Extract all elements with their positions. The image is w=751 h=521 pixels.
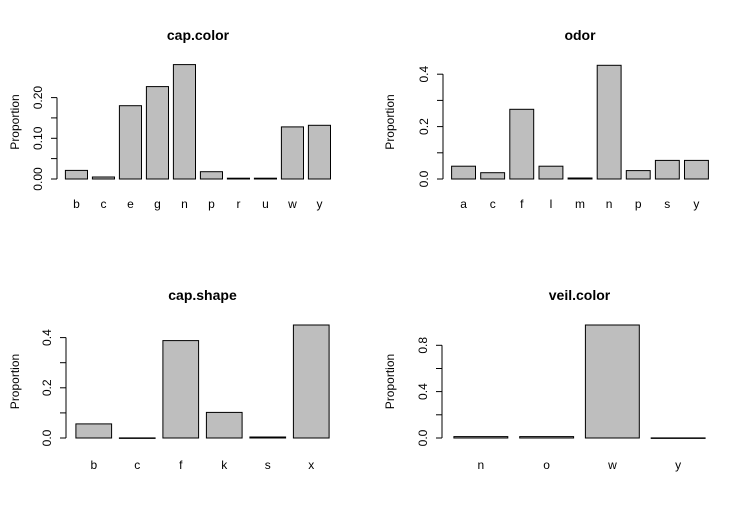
- bar-f: [162, 340, 200, 439]
- y-tick-label: 0.2: [40, 379, 54, 396]
- bar-p: [625, 170, 651, 180]
- bar-p: [199, 171, 223, 180]
- y-axis-label: Proportion: [8, 354, 22, 409]
- y-tick-label: 0.0: [417, 170, 431, 187]
- x-tick-label: u: [262, 197, 269, 211]
- bar-x: [292, 324, 330, 439]
- bar-b: [64, 169, 89, 180]
- bar-y: [650, 437, 706, 439]
- y-tick-label: 0.2: [417, 118, 431, 135]
- x-tick-label: y: [675, 458, 681, 472]
- y-tick-label: 0.4: [417, 66, 431, 83]
- x-tick-label: n: [181, 197, 188, 211]
- bar-o: [519, 436, 575, 439]
- x-tick-label: c: [134, 458, 140, 472]
- x-tick-label: p: [208, 197, 215, 211]
- x-tick-label: l: [550, 197, 553, 211]
- bar-l: [538, 165, 564, 180]
- chart-panel-veil-color: veil.color Proportion n o w y 0.0 0.4 0.8: [383, 287, 706, 472]
- chart-title: veil.color: [549, 287, 611, 303]
- bar-a: [451, 165, 477, 180]
- x-tick-label: g: [154, 197, 161, 211]
- x-tick-label: y: [693, 197, 699, 211]
- x-tick-label: n: [606, 197, 613, 211]
- x-tick-label: p: [635, 197, 642, 211]
- x-tick-label: y: [317, 197, 323, 211]
- x-tick-label: s: [265, 458, 271, 472]
- bar-c: [118, 437, 156, 439]
- bar-s: [654, 159, 680, 180]
- bar-r: [226, 177, 250, 180]
- y-tick-label: 0.00: [31, 167, 45, 191]
- x-tick-label: e: [127, 197, 134, 211]
- y-tick-label: 0.8: [416, 337, 430, 354]
- y-axis-label: Proportion: [8, 94, 22, 149]
- bar-n: [596, 64, 622, 180]
- bar-y: [684, 159, 709, 180]
- y-tick-label: 0.4: [416, 383, 430, 400]
- bar-e: [118, 105, 143, 180]
- x-tick-label: s: [664, 197, 670, 211]
- y-tick-label: 0.4: [40, 329, 54, 346]
- x-tick-label: f: [179, 458, 183, 472]
- bar-w: [280, 126, 304, 180]
- y-axis-label: Proportion: [383, 94, 397, 149]
- bar-f: [509, 108, 535, 180]
- bar-g: [145, 86, 169, 180]
- bar-b: [75, 423, 113, 439]
- y-tick-label: 0.0: [40, 429, 54, 446]
- x-tick-label: w: [607, 458, 617, 472]
- bar-n: [453, 436, 509, 439]
- x-tick-label: a: [460, 197, 467, 211]
- chart-panel-cap-color: cap.color Proportion b c e g n p r u w y 0.00 0.10 0.2…: [8, 27, 331, 211]
- chart-panel-cap-shape: cap.shape Proportion b c f k s x 0.0 0.2 0.4: [8, 287, 330, 472]
- chart-title: odor: [564, 27, 596, 43]
- y-tick-label: 0.0: [416, 429, 430, 446]
- chart-title: cap.color: [167, 27, 230, 43]
- x-tick-label: r: [237, 197, 241, 211]
- bar-k: [205, 411, 243, 439]
- x-tick-label: m: [575, 197, 585, 211]
- x-tick-label: c: [490, 197, 496, 211]
- chart-panel-odor: odor Proportion a c f l m n p s y 0.0 0.2 0.4: [383, 27, 709, 211]
- bar-c: [480, 172, 506, 180]
- bar-y: [307, 124, 331, 180]
- y-tick-label: 0.10: [31, 126, 45, 150]
- bar-m: [567, 177, 593, 180]
- bar-c: [91, 176, 116, 180]
- x-tick-label: w: [287, 197, 297, 211]
- y-tick-label: 0.20: [31, 86, 45, 110]
- x-tick-label: b: [90, 458, 97, 472]
- bar-w: [584, 324, 640, 439]
- x-tick-label: c: [101, 197, 107, 211]
- bar-u: [253, 177, 277, 180]
- y-axis-label: Proportion: [383, 354, 397, 409]
- x-tick-label: k: [221, 458, 228, 472]
- chart-title: cap.shape: [168, 287, 237, 303]
- x-tick-label: x: [308, 458, 314, 472]
- bar-s: [249, 436, 287, 439]
- x-tick-label: n: [478, 458, 485, 472]
- x-tick-label: o: [543, 458, 550, 472]
- x-tick-label: b: [73, 197, 80, 211]
- x-tick-label: f: [520, 197, 524, 211]
- bar-n: [172, 64, 196, 180]
